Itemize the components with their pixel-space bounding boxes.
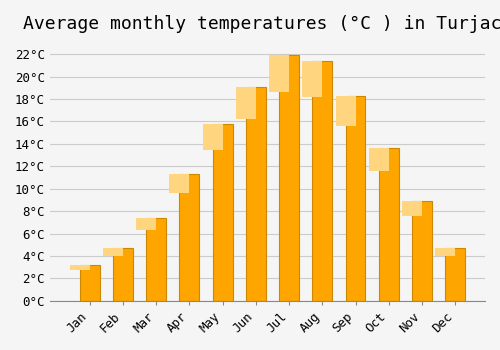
Bar (402, 201, 422, 216)
Bar (412, 201, 432, 301)
Bar (369, 148, 389, 171)
Bar (379, 148, 398, 301)
Bar (170, 174, 190, 193)
Bar (180, 174, 200, 301)
Bar (136, 218, 156, 230)
Bar (302, 61, 322, 97)
Bar (236, 87, 256, 119)
Bar (70, 265, 89, 270)
Bar (279, 55, 299, 301)
Bar (246, 87, 266, 301)
Bar (346, 96, 366, 301)
Bar (269, 55, 289, 92)
Bar (336, 96, 355, 126)
Bar (202, 124, 222, 150)
Title: Average monthly temperatures (°C ) in Turjaci: Average monthly temperatures (°C ) in Tu… (22, 15, 500, 33)
Bar (146, 218, 166, 301)
Bar (312, 61, 332, 301)
Bar (212, 124, 233, 301)
Bar (446, 248, 465, 301)
Bar (103, 248, 123, 256)
Bar (113, 248, 133, 301)
Bar (436, 248, 455, 256)
Bar (80, 265, 100, 301)
